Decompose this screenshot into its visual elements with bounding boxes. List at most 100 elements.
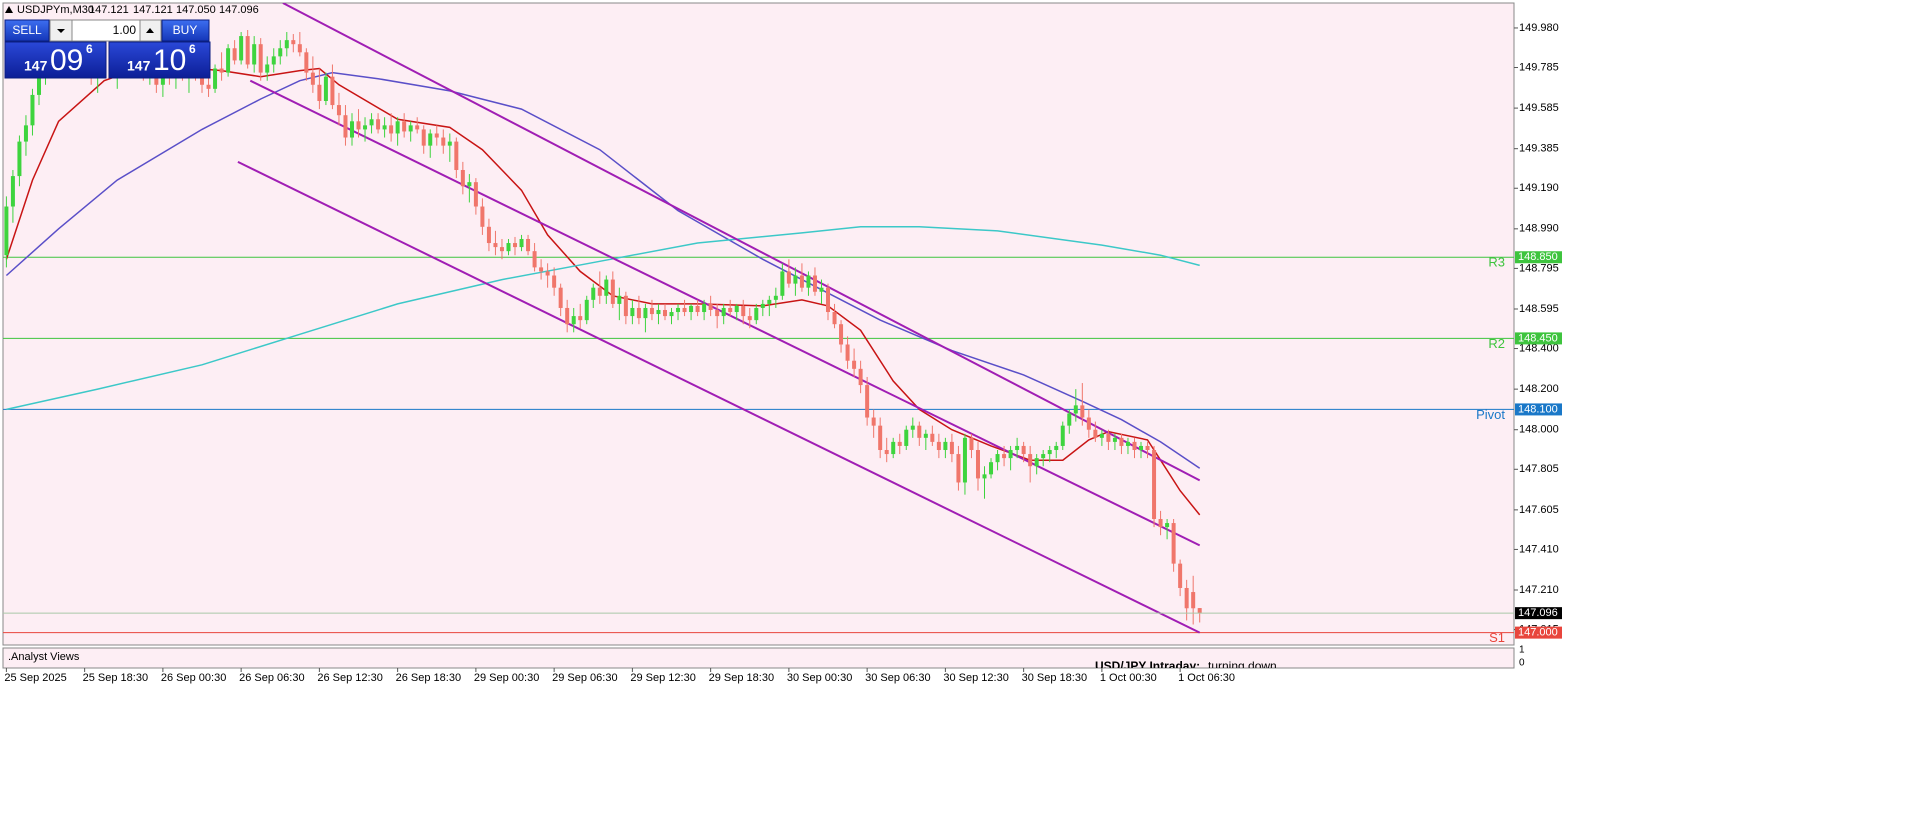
trendline xyxy=(282,3,1201,482)
candle-body xyxy=(506,243,511,252)
candle-body xyxy=(1041,454,1046,459)
candle-body xyxy=(1106,433,1111,442)
x-tick-label: 26 Sep 12:30 xyxy=(317,672,382,684)
candle-body xyxy=(747,316,752,321)
candle-body xyxy=(532,251,537,268)
candle-body xyxy=(219,68,224,73)
level-price-box xyxy=(1515,403,1562,416)
candle-body xyxy=(258,44,263,73)
level-price-box xyxy=(1515,626,1562,639)
candle-body xyxy=(884,450,889,455)
candle-body xyxy=(480,206,485,227)
buy-button[interactable] xyxy=(161,19,210,42)
candle-body xyxy=(826,287,831,313)
candle-body xyxy=(962,437,967,483)
candle-body xyxy=(989,462,994,475)
x-tick-label: 29 Sep 06:30 xyxy=(552,672,617,684)
x-tick-label: 30 Sep 06:30 xyxy=(865,672,930,684)
level-name: Pivot xyxy=(1476,407,1505,422)
level-name: R3 xyxy=(1488,255,1505,270)
x-tick-label: 25 Sep 18:30 xyxy=(83,672,148,684)
candle-body xyxy=(930,433,935,442)
candle-body xyxy=(845,344,850,361)
sell-button[interactable] xyxy=(4,19,50,42)
candle-body xyxy=(871,417,876,426)
candle-body xyxy=(1093,429,1098,438)
candle-body xyxy=(382,125,387,130)
candle-body xyxy=(1067,413,1072,426)
candle-body xyxy=(558,287,563,308)
candle-body xyxy=(239,36,244,61)
candle-body xyxy=(1191,592,1196,609)
candle-body xyxy=(760,303,765,308)
x-tick-label: 29 Sep 00:30 xyxy=(474,672,539,684)
collapse-icon[interactable] xyxy=(5,6,13,13)
candle-body xyxy=(1132,441,1137,451)
candle-body xyxy=(369,119,374,126)
candle-body xyxy=(213,68,218,89)
candle-body xyxy=(395,121,400,134)
candle-body xyxy=(323,76,328,102)
annotation-title: USD/JPY Intraday: xyxy=(1095,659,1200,673)
candle-body xyxy=(773,295,778,300)
candle-body xyxy=(206,84,211,89)
candle-body xyxy=(454,141,459,170)
candle-body xyxy=(715,309,720,317)
candle-body xyxy=(402,121,407,132)
candle-body xyxy=(799,275,804,288)
y-tick-label: 149.385 xyxy=(1519,143,1559,155)
candle-body xyxy=(656,309,661,315)
candle-body xyxy=(591,287,596,300)
y-tick-label: 149.190 xyxy=(1519,182,1559,194)
candle-body xyxy=(695,305,700,313)
quote-open: 147.121 xyxy=(89,4,129,16)
candle-body xyxy=(878,425,883,451)
candle-body xyxy=(330,76,335,106)
bid-box[interactable] xyxy=(4,41,107,79)
candle-body xyxy=(623,295,628,317)
y-tick-label: 148.990 xyxy=(1519,223,1559,235)
candle-body xyxy=(356,121,361,130)
x-tick-label: 25 Sep 2025 xyxy=(4,672,66,684)
annotation-text: turning down. xyxy=(1208,659,1280,673)
candle-body xyxy=(819,287,824,292)
ask-box[interactable] xyxy=(108,41,211,79)
candle-body xyxy=(408,125,413,132)
candle-body xyxy=(467,182,472,187)
x-tick-label: 26 Sep 06:30 xyxy=(239,672,304,684)
candle-body xyxy=(812,275,817,292)
candle-body xyxy=(956,454,961,483)
candle-body xyxy=(526,238,531,252)
candle-body xyxy=(30,94,35,126)
candle-body xyxy=(460,169,465,187)
x-tick-label: 26 Sep 18:30 xyxy=(396,672,461,684)
candle-body xyxy=(832,312,837,325)
candle-body xyxy=(649,307,654,315)
level-price-label: 148.450 xyxy=(1518,332,1558,344)
candle-body xyxy=(754,307,759,321)
candle-body xyxy=(1139,445,1144,451)
candle-body xyxy=(539,267,544,272)
candle-body xyxy=(936,441,941,451)
y-tick-label: 149.785 xyxy=(1519,61,1559,73)
indicator-tick-label: 0 xyxy=(1519,658,1525,669)
candle-body xyxy=(519,238,524,248)
candle-body xyxy=(630,307,635,317)
candle-body xyxy=(271,56,276,65)
candle-body xyxy=(545,271,550,276)
candle-body xyxy=(943,441,948,451)
x-tick-label: 29 Sep 12:30 xyxy=(630,672,695,684)
level-price-label: 148.100 xyxy=(1518,403,1558,415)
level-price-box xyxy=(1515,251,1562,264)
indicator-title: .Analyst Views xyxy=(8,651,80,663)
quote-close: 147.096 xyxy=(219,4,259,16)
candle-body xyxy=(10,176,15,207)
candle-body xyxy=(226,48,231,73)
moving-average xyxy=(5,71,1201,469)
candle-body xyxy=(806,275,811,288)
bid-pips: 09 xyxy=(50,44,83,77)
candle-body xyxy=(578,316,583,321)
candle-body xyxy=(389,125,394,134)
candle-body xyxy=(1125,441,1130,446)
